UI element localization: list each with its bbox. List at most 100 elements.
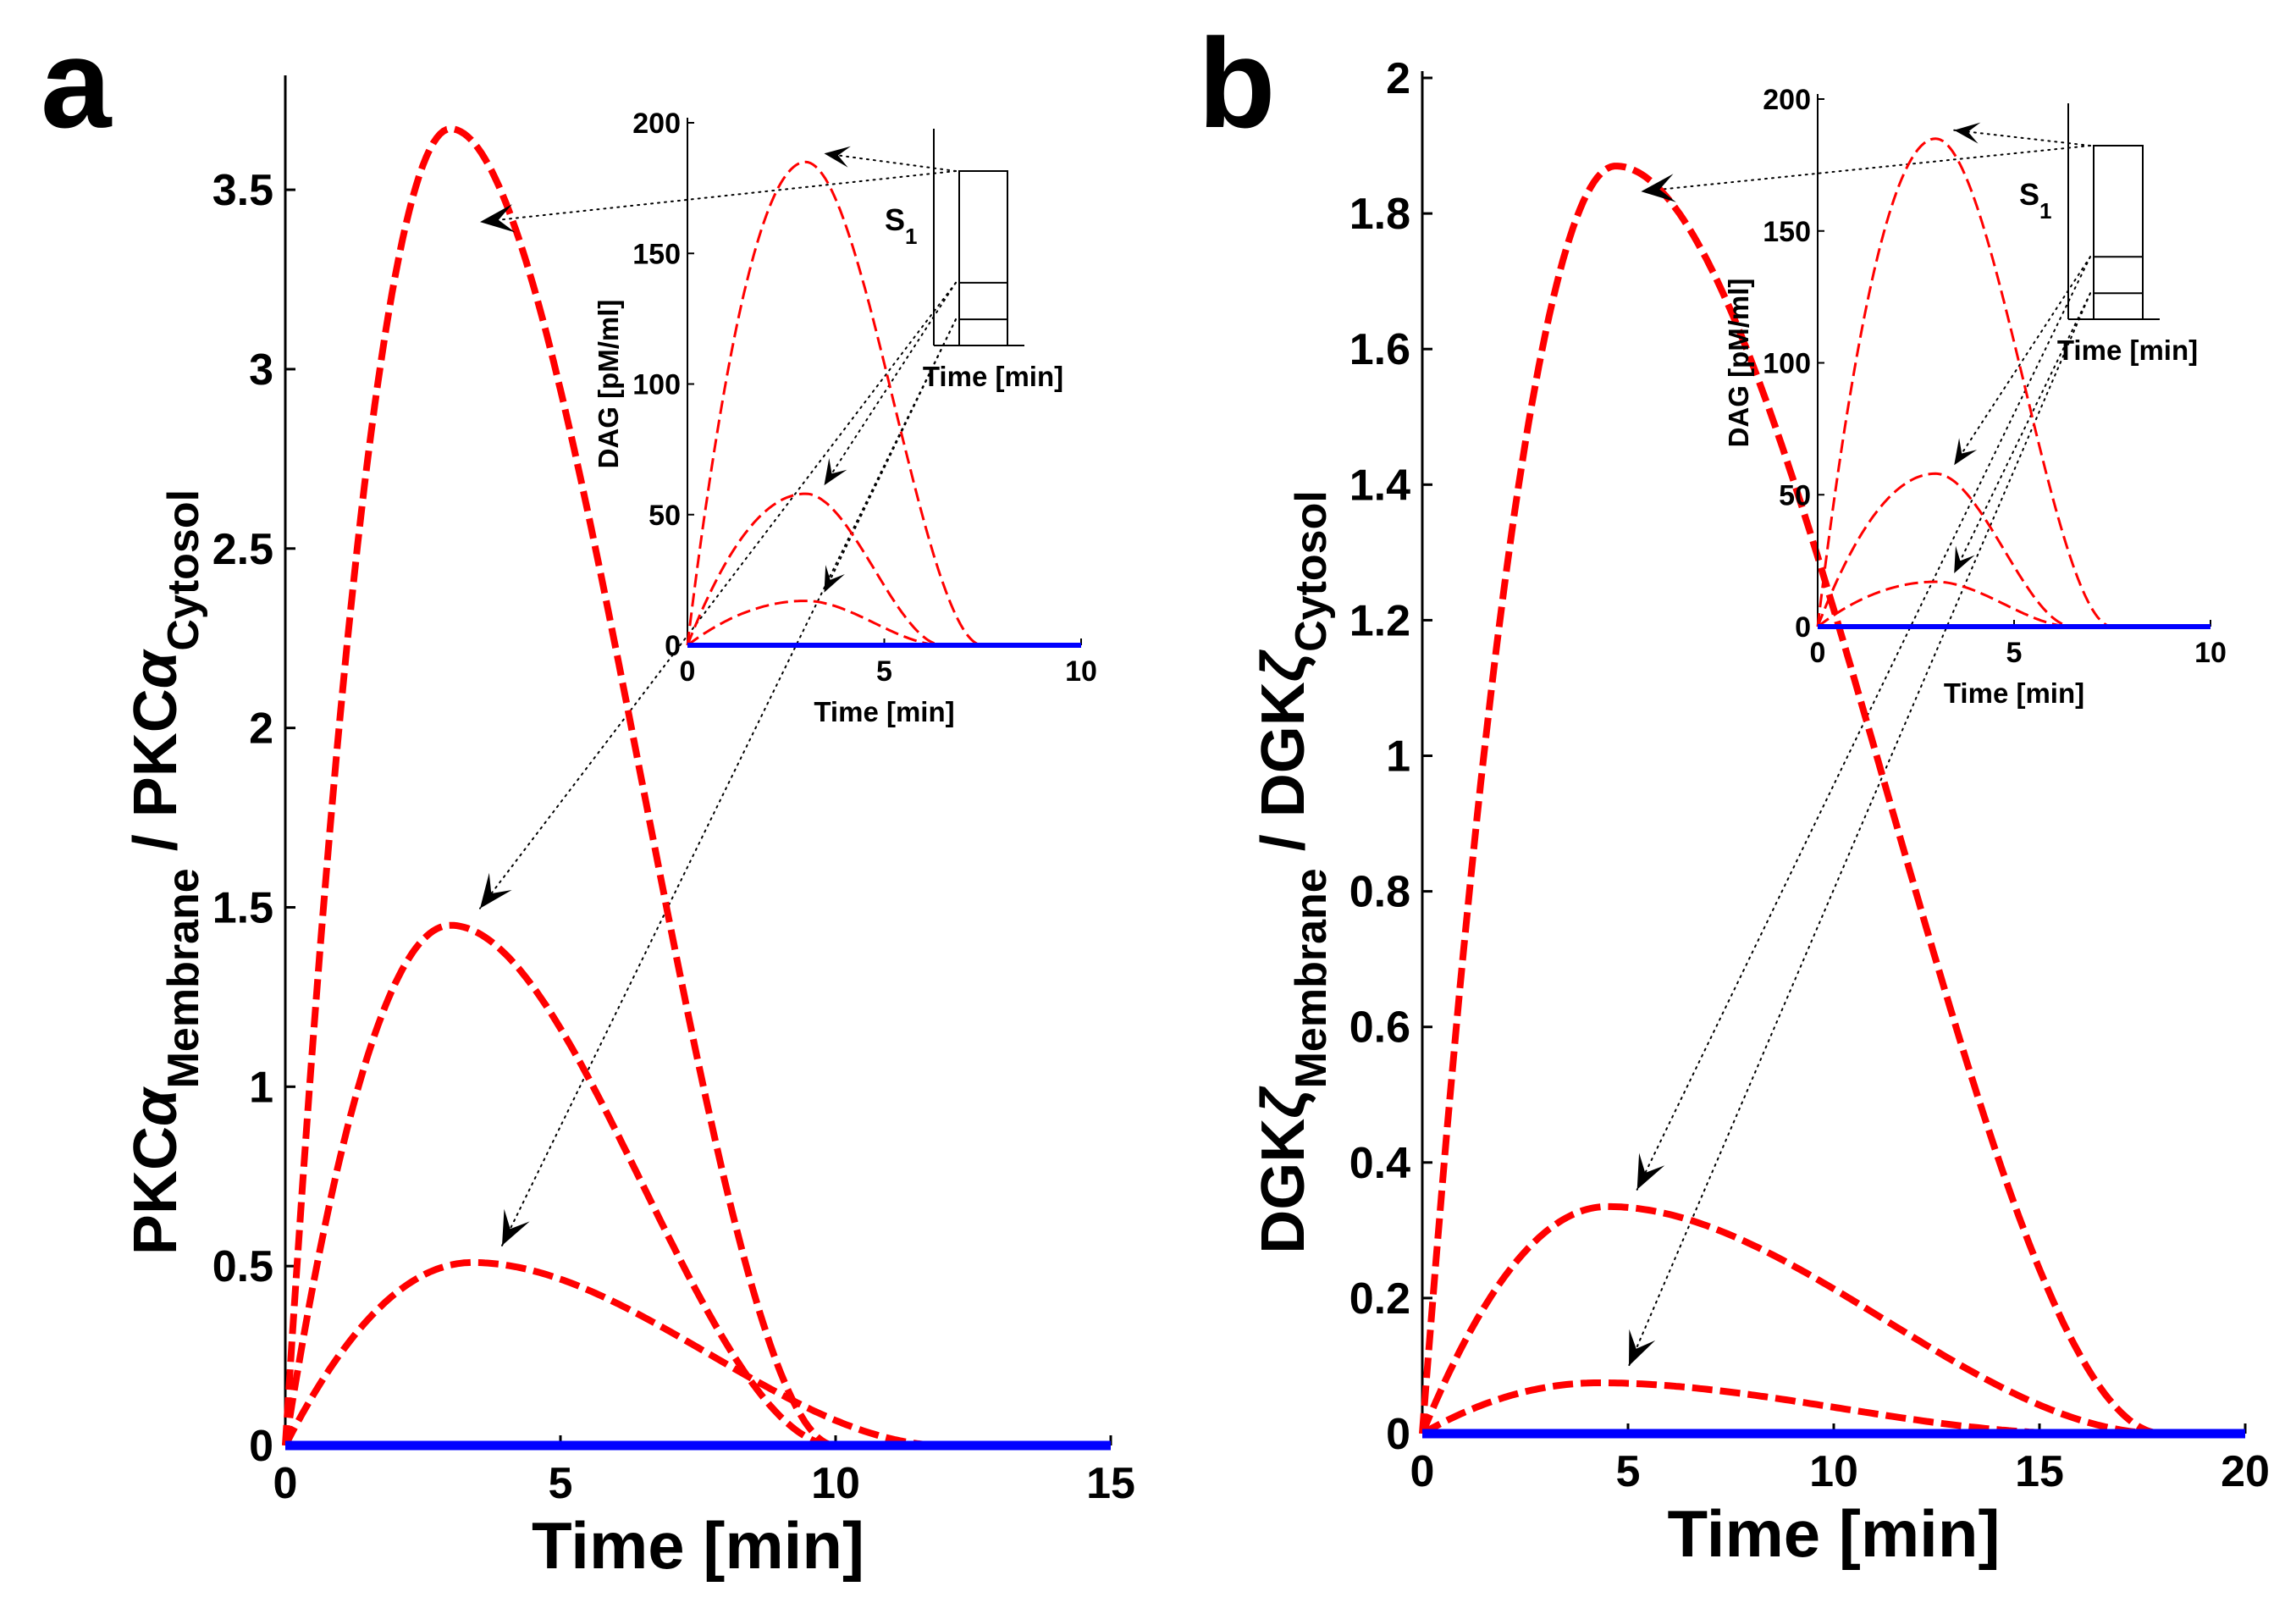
y-label-part: DGK: [1250, 682, 1317, 817]
x-tick-label: 15: [2015, 1447, 2064, 1496]
connector-dotted: [823, 152, 957, 172]
arrowhead-marker: [502, 1208, 530, 1246]
x-axis-label: Time [min]: [532, 1508, 864, 1583]
x-tick-label: 10: [811, 1459, 860, 1508]
y-tick-label: 0.5: [212, 1242, 273, 1291]
inset-series-line-0: [686, 160, 1081, 647]
inset-series-line-1: [1816, 472, 2210, 628]
x-tick-label: 5: [1616, 1447, 1641, 1496]
stim-x-axis-label: Time [min]: [923, 361, 1063, 392]
y-label-part: ζ: [1250, 649, 1317, 682]
inset-y-axis-label: DAG [pM/ml]: [1723, 279, 1754, 448]
x-tick-label: 20: [2221, 1447, 2270, 1496]
inset-y-tick-label: 200: [632, 108, 681, 140]
inset-y-tick-label: 100: [1763, 348, 1811, 380]
y-label-part: α: [122, 1086, 190, 1126]
connector-dotted: [1953, 129, 2091, 146]
y-label-part: α: [122, 648, 190, 688]
connector-dotted: [501, 318, 957, 1246]
y-tick-label: 3.5: [212, 166, 273, 215]
y-tick-label: 1.8: [1349, 190, 1410, 239]
inset-y-tick-label: 150: [1763, 216, 1811, 248]
inset-y-tick-label: 0: [1795, 611, 1811, 644]
arrowhead-marker: [480, 872, 512, 909]
stim-x-axis-label: Time [min]: [2057, 334, 2198, 366]
stim-label-sub: 1: [2039, 198, 2051, 224]
y-label-part: Membrane: [1287, 868, 1336, 1088]
y-tick-label: 2.5: [212, 525, 273, 574]
panel-letter: a: [41, 12, 113, 154]
panel-letter: b: [1198, 12, 1276, 154]
x-tick-label: 0: [273, 1459, 298, 1508]
inset-y-tick-label: 150: [632, 238, 681, 270]
y-label-part: Cytosol: [1287, 490, 1336, 652]
y-tick-label: 0.4: [1349, 1139, 1410, 1188]
inset-x-axis-label: Time [min]: [814, 696, 954, 727]
arrowhead-marker: [1641, 174, 1676, 202]
arrowhead-marker: [824, 458, 847, 486]
inset-series-line-0: [1816, 137, 2210, 628]
connector-dotted: [1640, 145, 2091, 193]
series-line-1: [282, 921, 1111, 1449]
arrowhead-marker: [1636, 1152, 1665, 1190]
y-tick-label: 2: [1386, 54, 1410, 103]
y-tick-label: 0.2: [1349, 1274, 1410, 1324]
inset-x-tick-label: 10: [1065, 655, 1097, 688]
y-label-part: /: [122, 817, 190, 868]
arrowhead-marker: [1954, 545, 1975, 573]
series-line-1: [1419, 1202, 2245, 1437]
inset-x-tick-label: 5: [2006, 637, 2023, 669]
y-label-part: Cytosol: [159, 489, 208, 651]
y-label-part: Membrane: [159, 868, 208, 1088]
y-tick-label: 0.8: [1349, 868, 1410, 917]
y-tick-label: 1.6: [1349, 325, 1410, 374]
arrowhead-marker: [1629, 1329, 1656, 1366]
x-tick-label: 10: [1809, 1447, 1858, 1496]
x-tick-label: 5: [549, 1459, 573, 1508]
x-tick-label: 15: [1086, 1459, 1135, 1508]
connector-dotted: [1627, 292, 2091, 1367]
y-label-part: /: [1250, 817, 1317, 868]
y-tick-label: 1: [249, 1063, 273, 1112]
y-tick-label: 0: [1386, 1410, 1410, 1459]
peak-arrows: [480, 122, 1981, 1366]
inset-x-tick-label: 0: [1810, 637, 1826, 669]
inset-x-tick-label: 5: [876, 655, 892, 688]
stim-label: S1: [885, 202, 917, 249]
stim-label-sub: 1: [905, 224, 917, 249]
connector-dotted: [823, 318, 957, 594]
y-tick-label: 2: [249, 705, 273, 754]
arrowhead-marker: [824, 565, 845, 593]
stim-box-high: [2093, 145, 2144, 320]
connector-dotted: [479, 281, 957, 909]
y-label-part: PKC: [122, 1126, 190, 1255]
y-tick-label: 1.5: [212, 883, 273, 932]
stim-box-high: [958, 170, 1008, 346]
inset-y-tick-label: 50: [649, 500, 681, 532]
y-label-part: DGK: [1250, 1119, 1317, 1254]
series-line-2: [1421, 1379, 2245, 1437]
inset-y-axis-label: DAG [pM/ml]: [593, 300, 624, 469]
stim-label-main: S: [885, 202, 905, 237]
inset-y-tick-label: 0: [665, 630, 681, 662]
inset-chart: 0 50 100 150 200 0 5 10 Time [min] DAG [pM/ml] S1 T…: [593, 108, 1097, 727]
y-label-part: ζ: [1250, 1086, 1317, 1119]
stim-label: S1: [2019, 177, 2051, 224]
y-tick-label: 1: [1386, 732, 1410, 782]
series-line-0: [282, 125, 1111, 1449]
connector-dotted: [1636, 256, 2091, 1191]
y-tick-label: 1.4: [1349, 461, 1410, 510]
y-tick-label: 1.2: [1349, 596, 1410, 645]
inset-chart: 0 50 100 150 200 0 5 10 Time [min] DAG [pM/ml] S1 T…: [1723, 84, 2227, 709]
arrowhead-marker: [480, 204, 516, 233]
connector-dotted: [479, 170, 957, 224]
inset-y-tick-label: 100: [632, 369, 681, 401]
connector-dotted: [1953, 292, 2091, 575]
panel-b: b00.20.40.60.811.21.41.61.820 5 10 15 20Time…: [1198, 12, 2270, 1571]
inset-x-tick-label: 10: [2194, 637, 2227, 669]
y-label-part: PKC: [122, 688, 190, 817]
